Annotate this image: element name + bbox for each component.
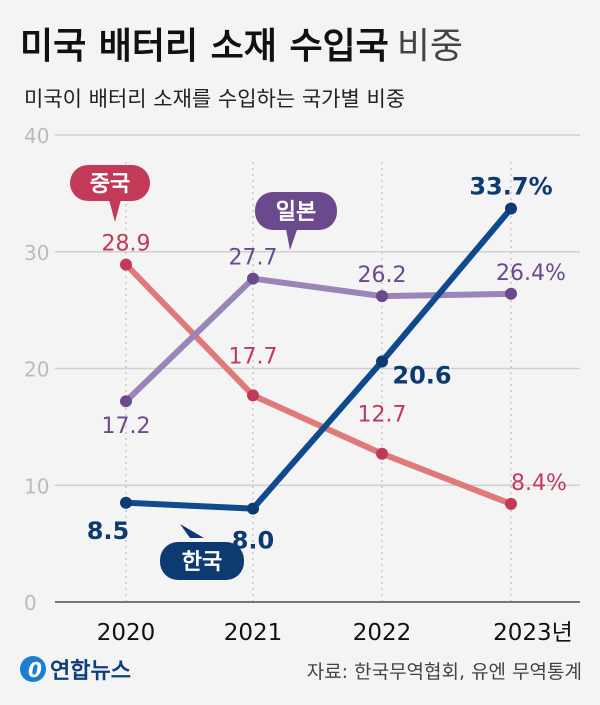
- yonhap-logo: 0 연합뉴스: [20, 656, 131, 684]
- y-tick-label: 0: [24, 591, 37, 615]
- china-data-label: 12.7: [358, 403, 407, 428]
- bubble-tail: [285, 224, 299, 250]
- korea-data-label: 8.5: [87, 517, 130, 545]
- logo-icon: [20, 656, 46, 682]
- china-data-label: 28.9: [102, 232, 151, 257]
- chart-subtitle: 미국이 배터리 소재를 수입하는 국가별 비중: [24, 87, 405, 111]
- y-tick-label: 40: [24, 124, 49, 148]
- source-note: 자료: 한국무역협회, 유엔 무역통계: [307, 661, 582, 683]
- japan-data-label: 27.7: [229, 246, 278, 271]
- logo-text: 연합뉴스: [50, 658, 131, 684]
- bubble-tail: [180, 524, 204, 538]
- korea-data-label: 33.7%: [469, 173, 552, 201]
- bubble-tail: [108, 196, 122, 222]
- japan-line: [123, 275, 512, 404]
- y-tick-label: 10: [24, 474, 49, 498]
- japan-data-label: 26.2: [358, 263, 407, 288]
- legend-label: 일본: [276, 200, 316, 225]
- china-point: [376, 447, 388, 460]
- china-line: [123, 262, 513, 507]
- japan-data-label: 26.4%: [496, 261, 566, 286]
- china-point: [505, 497, 517, 510]
- korea-line: [125, 206, 514, 512]
- china-point: [247, 389, 259, 402]
- bubble-shape: [70, 165, 150, 201]
- x-tick-label: 2023년: [493, 620, 573, 646]
- y-tick-label: 20: [24, 358, 49, 382]
- legend-label: 한국: [182, 550, 222, 575]
- bubble-shape: [255, 192, 337, 230]
- china-data-label: 8.4%: [511, 471, 567, 496]
- japan-point: [505, 287, 517, 300]
- korea-point: [376, 355, 388, 368]
- x-tick-label: 2021: [224, 620, 283, 646]
- legend-label: 중국: [90, 172, 130, 197]
- korea-point: [247, 502, 259, 515]
- china-data-label: 17.7: [229, 344, 278, 369]
- japan-data-label: 17.2: [102, 414, 151, 439]
- y-tick-label: 30: [24, 241, 49, 265]
- korea-data-label: 20.6: [392, 361, 451, 389]
- japan-point: [247, 272, 259, 285]
- korea-point: [505, 202, 517, 215]
- japan-point: [120, 395, 132, 408]
- bubble-shape: [160, 542, 244, 580]
- chart-title: 미국 배터리 소재 수입국 비중: [20, 26, 463, 67]
- svg-text:0: 0: [28, 658, 42, 682]
- china-legend-bubble: 중국: [70, 165, 150, 222]
- korea-point: [120, 496, 132, 509]
- china-point: [120, 258, 132, 271]
- japan-legend-bubble: 일본: [255, 192, 337, 250]
- x-tick-label: 2022: [353, 620, 412, 646]
- korea-legend-bubble: 한국: [160, 524, 244, 580]
- japan-point: [376, 290, 388, 303]
- x-tick-label: 2020: [97, 620, 156, 646]
